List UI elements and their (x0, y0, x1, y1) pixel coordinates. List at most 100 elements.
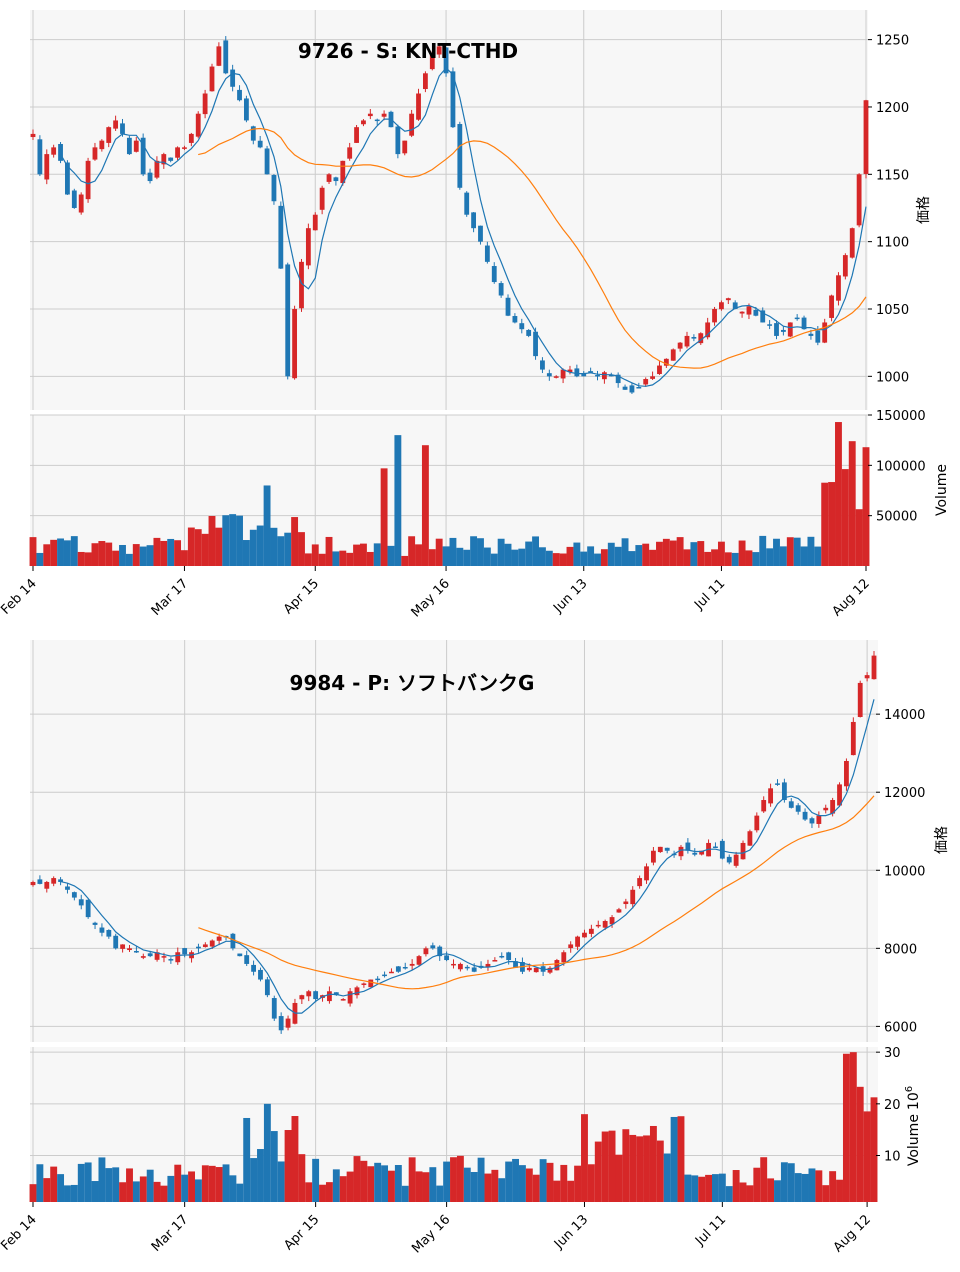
chart-2-volume-axis-label: Volume 106 (904, 1086, 922, 1166)
chart-1-price-tick-label: 1000 (876, 370, 909, 385)
candle-body (285, 264, 291, 377)
candle-body (147, 172, 153, 182)
candle-body (582, 932, 587, 938)
candle-body (505, 297, 511, 316)
candle-body (506, 952, 512, 961)
candle-body (775, 783, 780, 785)
candle-body (423, 948, 429, 955)
candle-body (829, 295, 834, 318)
candle-body (684, 335, 690, 347)
volume-bar (780, 1162, 788, 1202)
volume-bar (745, 550, 753, 566)
candle-body (774, 323, 779, 336)
volume-bar (91, 1181, 99, 1202)
volume-bar (841, 469, 849, 566)
volume-bar (787, 1163, 795, 1202)
candle-body (712, 308, 717, 323)
candle-body (271, 998, 277, 1019)
volume-bar (649, 549, 657, 566)
volume-bar (160, 1185, 168, 1202)
candle-body (726, 856, 732, 863)
candle-body (244, 98, 249, 121)
chart-2-candles (30, 651, 877, 1034)
volume-bar (704, 551, 712, 566)
volume-bar (29, 1184, 37, 1202)
volume-bar (256, 525, 264, 566)
chart-2-title: 9984 - P: ソフトバンクG (290, 671, 535, 695)
candle-body (815, 330, 821, 343)
candle-body (402, 140, 408, 154)
chart-1-x-tick-label: Mar 17 (149, 576, 192, 619)
volume-bar (105, 542, 113, 566)
candle-body (251, 964, 257, 972)
volume-bar (456, 547, 464, 566)
candle-body (257, 140, 263, 148)
volume-bar (112, 1167, 120, 1202)
candle-body (209, 940, 215, 947)
candle-body (367, 113, 373, 117)
chart-1-x-tick-label: Feb 14 (0, 576, 40, 618)
candle-body (485, 963, 491, 968)
volume-bar (146, 545, 154, 566)
volume-bar (132, 1181, 140, 1202)
candle-body (678, 846, 684, 857)
volume-bar (525, 1168, 533, 1202)
chart-1-price-ticks: 1000 1050 1100 1150 1200 1250 (868, 34, 909, 385)
candle-body (732, 302, 738, 309)
chart-2-x-tick-label: Jul 11 (692, 1212, 729, 1249)
volume-bar (684, 1174, 692, 1202)
candle-body (643, 379, 649, 385)
volume-bar (243, 1117, 251, 1202)
volume-bar (629, 1134, 637, 1202)
chart-2-x-ticks: Feb 14 Mar 17 Apr 15 May 16 Jun 13 Jul 11 Aug … (0, 1202, 874, 1256)
volume-bar (663, 1153, 671, 1202)
candle-body (65, 886, 70, 890)
volume-bar (181, 550, 188, 566)
candle-body (850, 721, 856, 756)
candle-body (768, 788, 774, 804)
volume-bar (36, 1164, 44, 1202)
volume-bar (325, 536, 333, 566)
chart-2: 6000 8000 10000 12000 14000 10 20 30 Feb 14 Mar… (0, 640, 950, 1256)
candle-body (685, 842, 691, 851)
candle-body (99, 927, 105, 933)
volume-bar (360, 543, 367, 566)
candle-body (705, 322, 711, 338)
volume-bar (642, 543, 650, 566)
volume-bar (594, 553, 601, 566)
volume-bar (614, 546, 622, 566)
candle-body (698, 333, 704, 344)
candle-body (823, 807, 829, 811)
candle-body (347, 147, 353, 159)
volume-bar (84, 552, 92, 566)
chart-1-x-ticks: Feb 14 Mar 17 Apr 15 May 16 Jun 13 Jul 11 Aug … (0, 566, 873, 620)
candle-body (553, 376, 559, 378)
volume-bar (36, 552, 44, 566)
volume-bar (553, 1180, 561, 1202)
candle-body (368, 979, 374, 988)
volume-bar (636, 1136, 644, 1202)
candle-body (347, 991, 353, 1004)
candle-body (794, 317, 800, 320)
candle-body (120, 123, 125, 134)
volume-bar (855, 509, 863, 566)
candle-body (546, 373, 552, 377)
volume-bar (822, 1185, 830, 1202)
volume-bar (50, 539, 58, 566)
candle-body (595, 374, 600, 377)
candle-body (285, 1018, 291, 1028)
candle-body (154, 160, 160, 178)
candle-body (402, 966, 408, 969)
volume-bar (119, 544, 126, 566)
volume-bar (436, 1185, 444, 1202)
chart-2-x-tick-label: Jun 13 (551, 1212, 591, 1252)
candle-body (567, 369, 573, 373)
candle-body (37, 139, 43, 175)
volume-bar (332, 1169, 340, 1202)
candle-body (65, 162, 70, 195)
candle-body (237, 953, 243, 957)
volume-bar (339, 550, 347, 566)
volume-bar (125, 553, 133, 566)
volume-bar (194, 529, 202, 566)
volume-bar (848, 441, 856, 566)
